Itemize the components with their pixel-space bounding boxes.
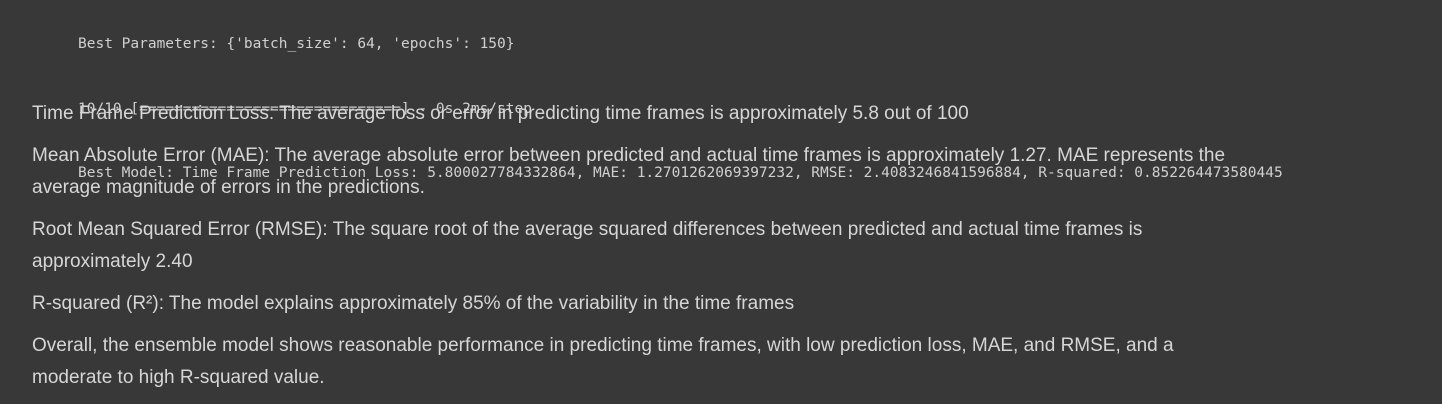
cell-output: Best Parameters: {'batch_size': 64, 'epo… xyxy=(78,0,1442,206)
mae-explanation: Mean Absolute Error (MAE): The average a… xyxy=(32,145,1226,198)
loss-explanation: Time Frame Prediction Loss: The average … xyxy=(32,103,969,124)
rmse-explanation: Root Mean Squared Error (RMSE): The squa… xyxy=(32,219,1143,272)
markdown-cell: Time Frame Prediction Loss: The average … xyxy=(32,98,1362,404)
overall-summary: Overall, the ensemble model shows reason… xyxy=(32,335,1174,388)
r-squared-explanation: R-squared (R²): The model explains appro… xyxy=(32,293,795,314)
progress-bar-line: 10/10 [==============================] -… xyxy=(78,100,532,117)
best-model-metrics-line: Best Model: Time Frame Prediction Loss: … xyxy=(78,165,1283,181)
best-parameters-line: Best Parameters: {'batch_size': 64, 'epo… xyxy=(78,36,515,52)
